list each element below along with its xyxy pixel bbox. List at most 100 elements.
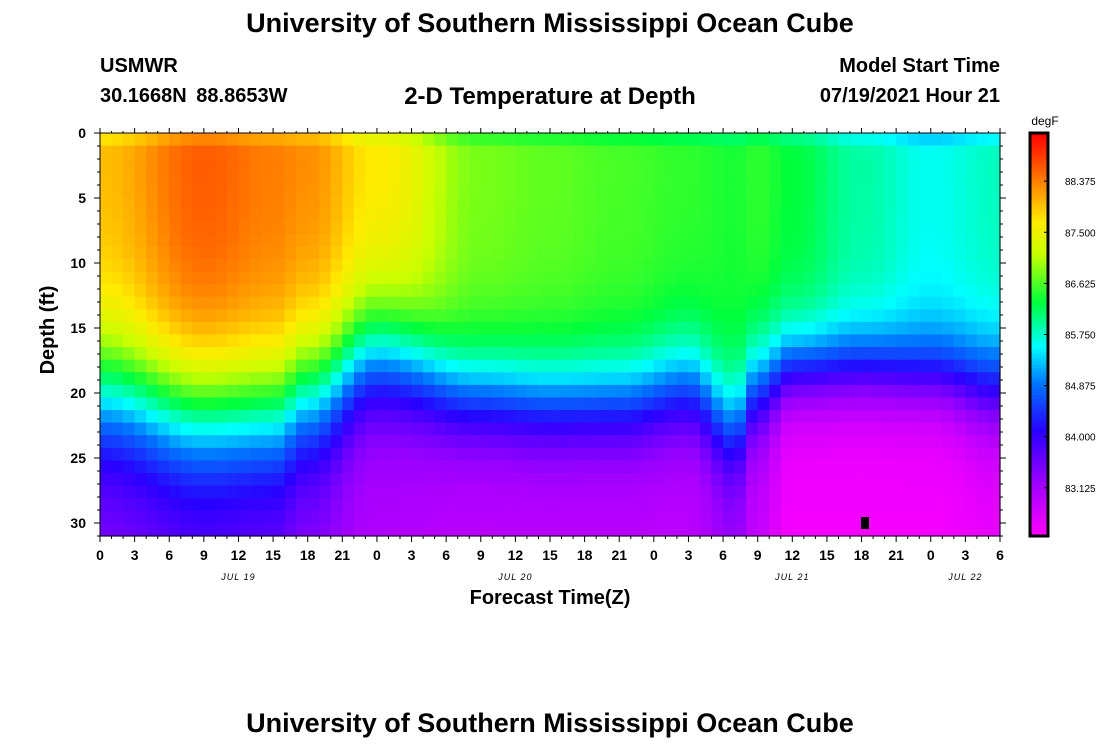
heatmap-cell	[723, 510, 736, 524]
colorbar-cell	[1030, 210, 1048, 215]
heatmap-cell	[434, 309, 447, 323]
heatmap-cell	[284, 170, 297, 184]
heatmap-cell	[757, 221, 770, 235]
heatmap-cell	[688, 258, 701, 273]
heatmap-cell	[296, 233, 309, 247]
heatmap-cell	[273, 271, 286, 285]
heatmap-cell	[376, 334, 390, 348]
heatmap-cell	[503, 208, 516, 222]
heatmap-cell	[423, 296, 436, 310]
heatmap-cell	[711, 372, 724, 386]
heatmap-cell	[376, 359, 390, 373]
heatmap-cell	[319, 435, 332, 449]
heatmap-cell	[273, 158, 286, 172]
heatmap-cell	[757, 133, 770, 147]
heatmap-cell	[826, 321, 840, 336]
heatmap-cell	[296, 145, 309, 159]
heatmap-cell	[423, 284, 436, 298]
heatmap-cell	[434, 422, 447, 436]
heatmap-cell	[100, 208, 113, 222]
heatmap-cell	[550, 145, 563, 159]
heatmap-cell	[873, 460, 886, 474]
heatmap-cell	[538, 158, 551, 172]
heatmap-cell	[953, 397, 966, 411]
heatmap-cell	[538, 208, 551, 222]
heatmap-cell	[896, 221, 909, 235]
heatmap-cell	[734, 158, 747, 172]
heatmap-cell	[850, 195, 863, 210]
heatmap-cell	[642, 447, 655, 462]
heatmap-cell	[100, 233, 113, 247]
heatmap-cell	[169, 309, 182, 323]
heatmap-cell	[423, 460, 436, 474]
heatmap-cell	[388, 145, 401, 159]
heatmap-cell	[123, 460, 136, 474]
heatmap-cell	[307, 271, 320, 285]
heatmap-cell	[550, 284, 563, 298]
heatmap-cell	[815, 321, 828, 336]
heatmap-cell	[561, 321, 574, 336]
heatmap-cell	[226, 498, 240, 512]
heatmap-cell	[192, 246, 205, 260]
heatmap-cell	[550, 233, 563, 247]
heatmap-cell	[238, 422, 251, 436]
heatmap-cell	[169, 158, 182, 172]
heatmap-cell	[100, 145, 113, 159]
heatmap-cell	[376, 347, 390, 361]
heatmap-cell	[688, 246, 701, 260]
heatmap-cell	[780, 422, 793, 436]
heatmap-cell	[330, 145, 343, 159]
heatmap-cell	[123, 183, 136, 197]
heatmap-cell	[873, 359, 886, 373]
heatmap-cell	[780, 309, 793, 323]
heatmap-cell	[284, 309, 297, 323]
heatmap-cell	[226, 221, 240, 235]
heatmap-cell	[665, 296, 678, 310]
heatmap-cell	[123, 435, 136, 449]
heatmap-cell	[919, 523, 932, 537]
heatmap-cell	[896, 422, 909, 436]
heatmap-cell	[630, 296, 643, 310]
heatmap-cell	[919, 145, 932, 159]
heatmap-cell	[353, 195, 366, 210]
heatmap-cell	[826, 384, 840, 399]
heatmap-cell	[180, 435, 193, 449]
model-start-value: 07/19/2021 Hour 21	[819, 85, 1000, 107]
heatmap-cell	[330, 485, 343, 499]
heatmap-cell	[884, 523, 897, 537]
heatmap-cell	[180, 510, 193, 524]
heatmap-cell	[169, 498, 182, 512]
heatmap-cell	[630, 447, 643, 462]
heatmap-cell	[538, 422, 551, 436]
heatmap-cell	[815, 372, 828, 386]
heatmap-cell	[215, 410, 228, 424]
heatmap-cell	[423, 485, 436, 499]
heatmap-cell	[757, 195, 770, 210]
heatmap-cell	[896, 372, 909, 386]
heatmap-cell	[100, 359, 113, 373]
heatmap-cell	[653, 422, 666, 436]
heatmap-cell	[861, 347, 874, 361]
heatmap-cell	[157, 334, 170, 348]
heatmap-cell	[526, 372, 540, 386]
heatmap-cell	[965, 284, 978, 298]
heatmap-cell	[123, 170, 136, 184]
colorbar-cell	[1030, 190, 1048, 195]
heatmap-cell	[573, 384, 586, 399]
heatmap-cell	[492, 296, 505, 310]
heatmap-cell	[180, 309, 193, 323]
heatmap-cell	[411, 422, 424, 436]
heatmap-cell	[642, 233, 655, 247]
heatmap-cell	[723, 359, 736, 373]
heatmap-cell	[896, 485, 909, 499]
heatmap-cell	[688, 334, 701, 348]
heatmap-cell	[688, 284, 701, 298]
heatmap-cell	[100, 158, 113, 172]
heatmap-cell	[123, 271, 136, 285]
heatmap-cell	[976, 158, 990, 172]
heatmap-cell	[296, 473, 309, 487]
heatmap-cell	[976, 296, 990, 310]
heatmap-cell	[538, 246, 551, 260]
heatmap-cell	[100, 347, 113, 361]
heatmap-cell	[619, 271, 632, 285]
